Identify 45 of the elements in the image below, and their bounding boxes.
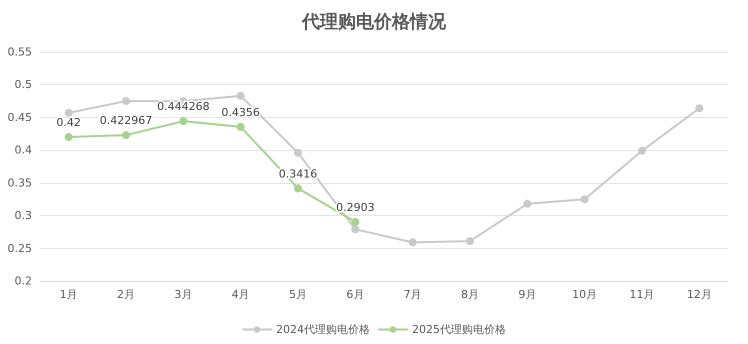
point (351, 225, 360, 234)
point (580, 195, 589, 204)
point (64, 108, 73, 117)
x-tick-label: 12月 (686, 288, 712, 301)
point (236, 122, 245, 131)
data-label: 0.42 (56, 116, 81, 130)
point (122, 131, 130, 140)
y-tick-label: 0.55 (8, 46, 32, 58)
point (64, 133, 73, 142)
point (294, 148, 302, 157)
point (408, 238, 417, 246)
x-tick-label: 11月 (630, 288, 654, 301)
point (466, 237, 474, 246)
point (236, 92, 245, 100)
point (122, 97, 130, 106)
x-tick-label: 1月 (60, 288, 78, 301)
legend-label: 2024代理购电价格 (276, 323, 370, 336)
y-tick-label: 0.45 (8, 110, 32, 124)
x-tick-label: 8月 (461, 288, 479, 301)
y-tick-label: 0.4 (14, 144, 32, 157)
data-label: 0.422967 (100, 114, 152, 128)
data-label: 0.444268 (157, 100, 210, 114)
x-tick-label: 6月 (346, 288, 364, 301)
chart-title: 代理购电价格情况 (301, 12, 447, 32)
x-tick-label: 9月 (518, 288, 536, 301)
y-tick-label: 0.35 (8, 176, 32, 190)
point (695, 104, 704, 112)
point (523, 200, 532, 208)
point (179, 117, 188, 126)
x-tick-label: 5月 (289, 288, 307, 301)
point (351, 218, 360, 226)
y-tick-label: 0.2 (14, 274, 32, 288)
data-label: 0.4356 (221, 106, 260, 119)
legend-label: 2025代理购电价格 (412, 323, 506, 336)
y-tick-label: 0.25 (8, 242, 32, 255)
data-label: 0.2903 (336, 200, 375, 214)
point (294, 184, 302, 192)
y-tick-label: 0.5 (14, 78, 32, 92)
x-tick-label: 2月 (117, 288, 135, 301)
x-tick-label: 3月 (174, 288, 192, 301)
x-tick-label: 4月 (232, 288, 250, 301)
y-tick-label: 0.3 (14, 209, 32, 222)
x-tick-label: 7月 (404, 288, 422, 301)
x-tick-label: 10月 (572, 288, 598, 301)
point (638, 146, 646, 155)
